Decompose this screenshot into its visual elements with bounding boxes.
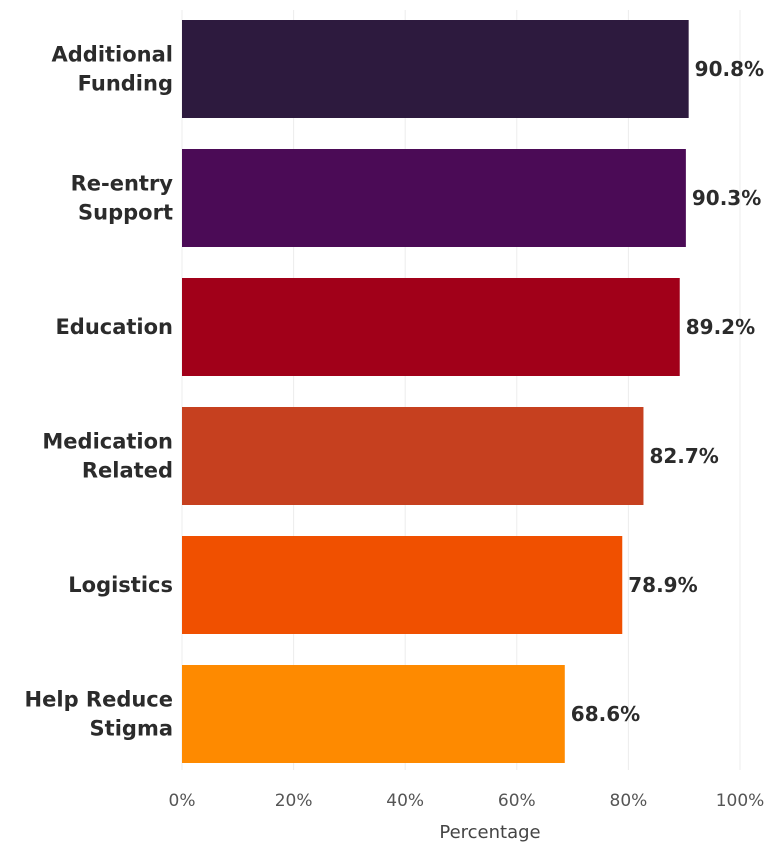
bar: [182, 536, 623, 634]
x-tick-label: 0%: [169, 791, 196, 811]
x-tick-label: 100%: [716, 791, 765, 811]
category-label: Additional Funding: [52, 43, 174, 96]
x-axis-ticks: 0% 20% 40% 60% 80% 100%: [169, 791, 765, 811]
bar: [182, 665, 565, 763]
data-label: 90.8%: [695, 57, 764, 81]
category-labels: Additional Funding Re-entry Support Educatio…: [25, 43, 174, 741]
x-tick-label: 20%: [275, 791, 313, 811]
category-label: Re-entry Support: [71, 172, 174, 225]
bar: [182, 20, 689, 118]
data-label: 82.7%: [649, 444, 718, 468]
category-label: Education: [55, 315, 173, 339]
bar: [182, 278, 680, 376]
bar: [182, 407, 644, 505]
gridlines: [181, 10, 741, 770]
category-label: Logistics: [68, 573, 173, 597]
x-tick-label: 80%: [610, 791, 648, 811]
data-label: 90.3%: [692, 186, 761, 210]
category-label: Medication Related: [42, 430, 173, 483]
x-tick-label: 60%: [498, 791, 536, 811]
x-tick-label: 40%: [386, 791, 424, 811]
bars: [182, 20, 689, 763]
data-label: 89.2%: [686, 315, 755, 339]
value-labels: 90.8% 90.3% 89.2% 82.7% 78.9% 68.6%: [571, 57, 764, 726]
category-label: Help Reduce Stigma: [25, 688, 173, 741]
bar: [182, 149, 686, 247]
x-axis-title: Percentage: [439, 822, 540, 842]
data-label: 68.6%: [571, 702, 640, 726]
data-label: 78.9%: [628, 573, 697, 597]
